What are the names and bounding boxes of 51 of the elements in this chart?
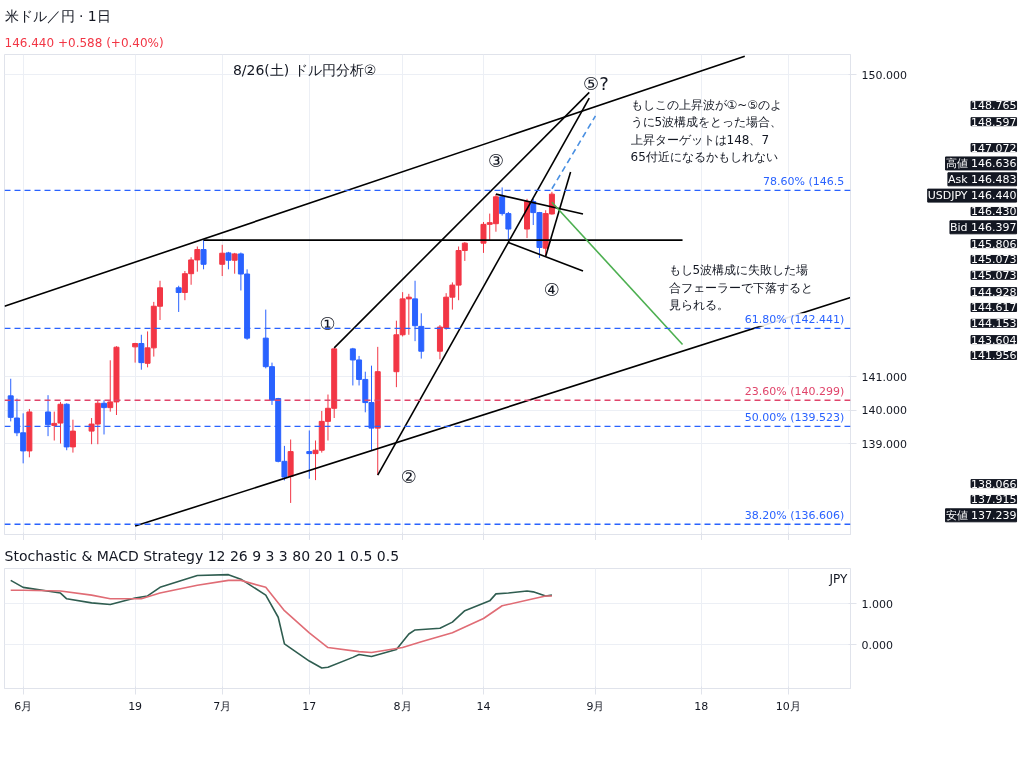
text: 138.066	[971, 477, 1017, 491]
annotation: ③	[487, 149, 505, 171]
text: 148.765	[971, 99, 1017, 113]
text: 安値 137.239	[945, 508, 1017, 522]
x-tick-label: 17	[302, 699, 317, 713]
x-tick-label: 10月	[775, 699, 801, 713]
text: 145.806	[971, 237, 1017, 251]
text: USDJPY 146.440	[927, 189, 1017, 203]
y-tick-label: 150.000	[861, 68, 907, 82]
text: 145.073	[971, 253, 1017, 267]
x-tick-label: 8月	[393, 699, 412, 713]
x-tick-label: 7月	[213, 699, 232, 713]
annotation: もし5波構成に失敗した場合フェーラーで下落すると見られる。	[668, 263, 813, 313]
y-tick-label: 139.000	[861, 437, 907, 451]
annotation: もしこの上昇波が①~⑤のように5波構成をとった場合、上昇ターゲットは148、765付近になるかもしれない	[630, 97, 783, 165]
text: 高値 146.636	[945, 156, 1017, 170]
ref-line-label: 23.60% (140.299)	[744, 385, 845, 399]
chart-title: 米ドル／円 · 1日	[4, 7, 111, 24]
annotation: ⑤?	[583, 72, 609, 94]
y-tick-label: 1.000	[861, 597, 893, 611]
text: 143.604	[971, 333, 1017, 347]
text: 141.956	[971, 349, 1017, 363]
ref-line-label: 38.20% (136.606)	[744, 509, 845, 523]
ref-line-label: 61.80% (142.441)	[744, 313, 845, 327]
annotation: JPY	[828, 572, 849, 587]
y-tick-label: 0.000	[861, 638, 893, 652]
annotation: ①	[319, 312, 336, 334]
x-tick-label: 6月	[14, 699, 33, 713]
annotation: ④	[543, 279, 560, 301]
y-tick-label: 141.000	[861, 370, 907, 384]
chart-subtitle: 146.440 +0.588 (+0.40%)	[4, 35, 164, 50]
text: 147.072	[971, 141, 1017, 155]
text: 144.153	[971, 317, 1017, 331]
text: Ask 146.483	[947, 172, 1017, 186]
x-tick-label: 9月	[586, 699, 605, 713]
text: 137.915	[971, 493, 1017, 507]
text: 148.597	[971, 115, 1017, 129]
text: 146.430	[971, 205, 1017, 219]
ref-line-label: 78.60% (146.5	[763, 175, 845, 189]
text: 144.928	[971, 285, 1017, 299]
annotation: ②	[400, 466, 417, 488]
text: 144.617	[971, 301, 1017, 315]
x-tick-label: 19	[128, 699, 143, 713]
chart-title: Stochastic & MACD Strategy 12 26 9 3 3 80 20 1 0.5 0.5	[4, 547, 400, 564]
text: 145.073	[971, 269, 1017, 283]
text: Bid 146.397	[949, 220, 1017, 234]
x-tick-label: 14	[476, 699, 491, 713]
ref-line-label: 50.00% (139.523)	[744, 411, 845, 425]
y-tick-label: 140.000	[861, 404, 907, 418]
x-tick-label: 18	[694, 699, 709, 713]
annotation: 8/26(土) ドル円分析②	[232, 61, 377, 78]
